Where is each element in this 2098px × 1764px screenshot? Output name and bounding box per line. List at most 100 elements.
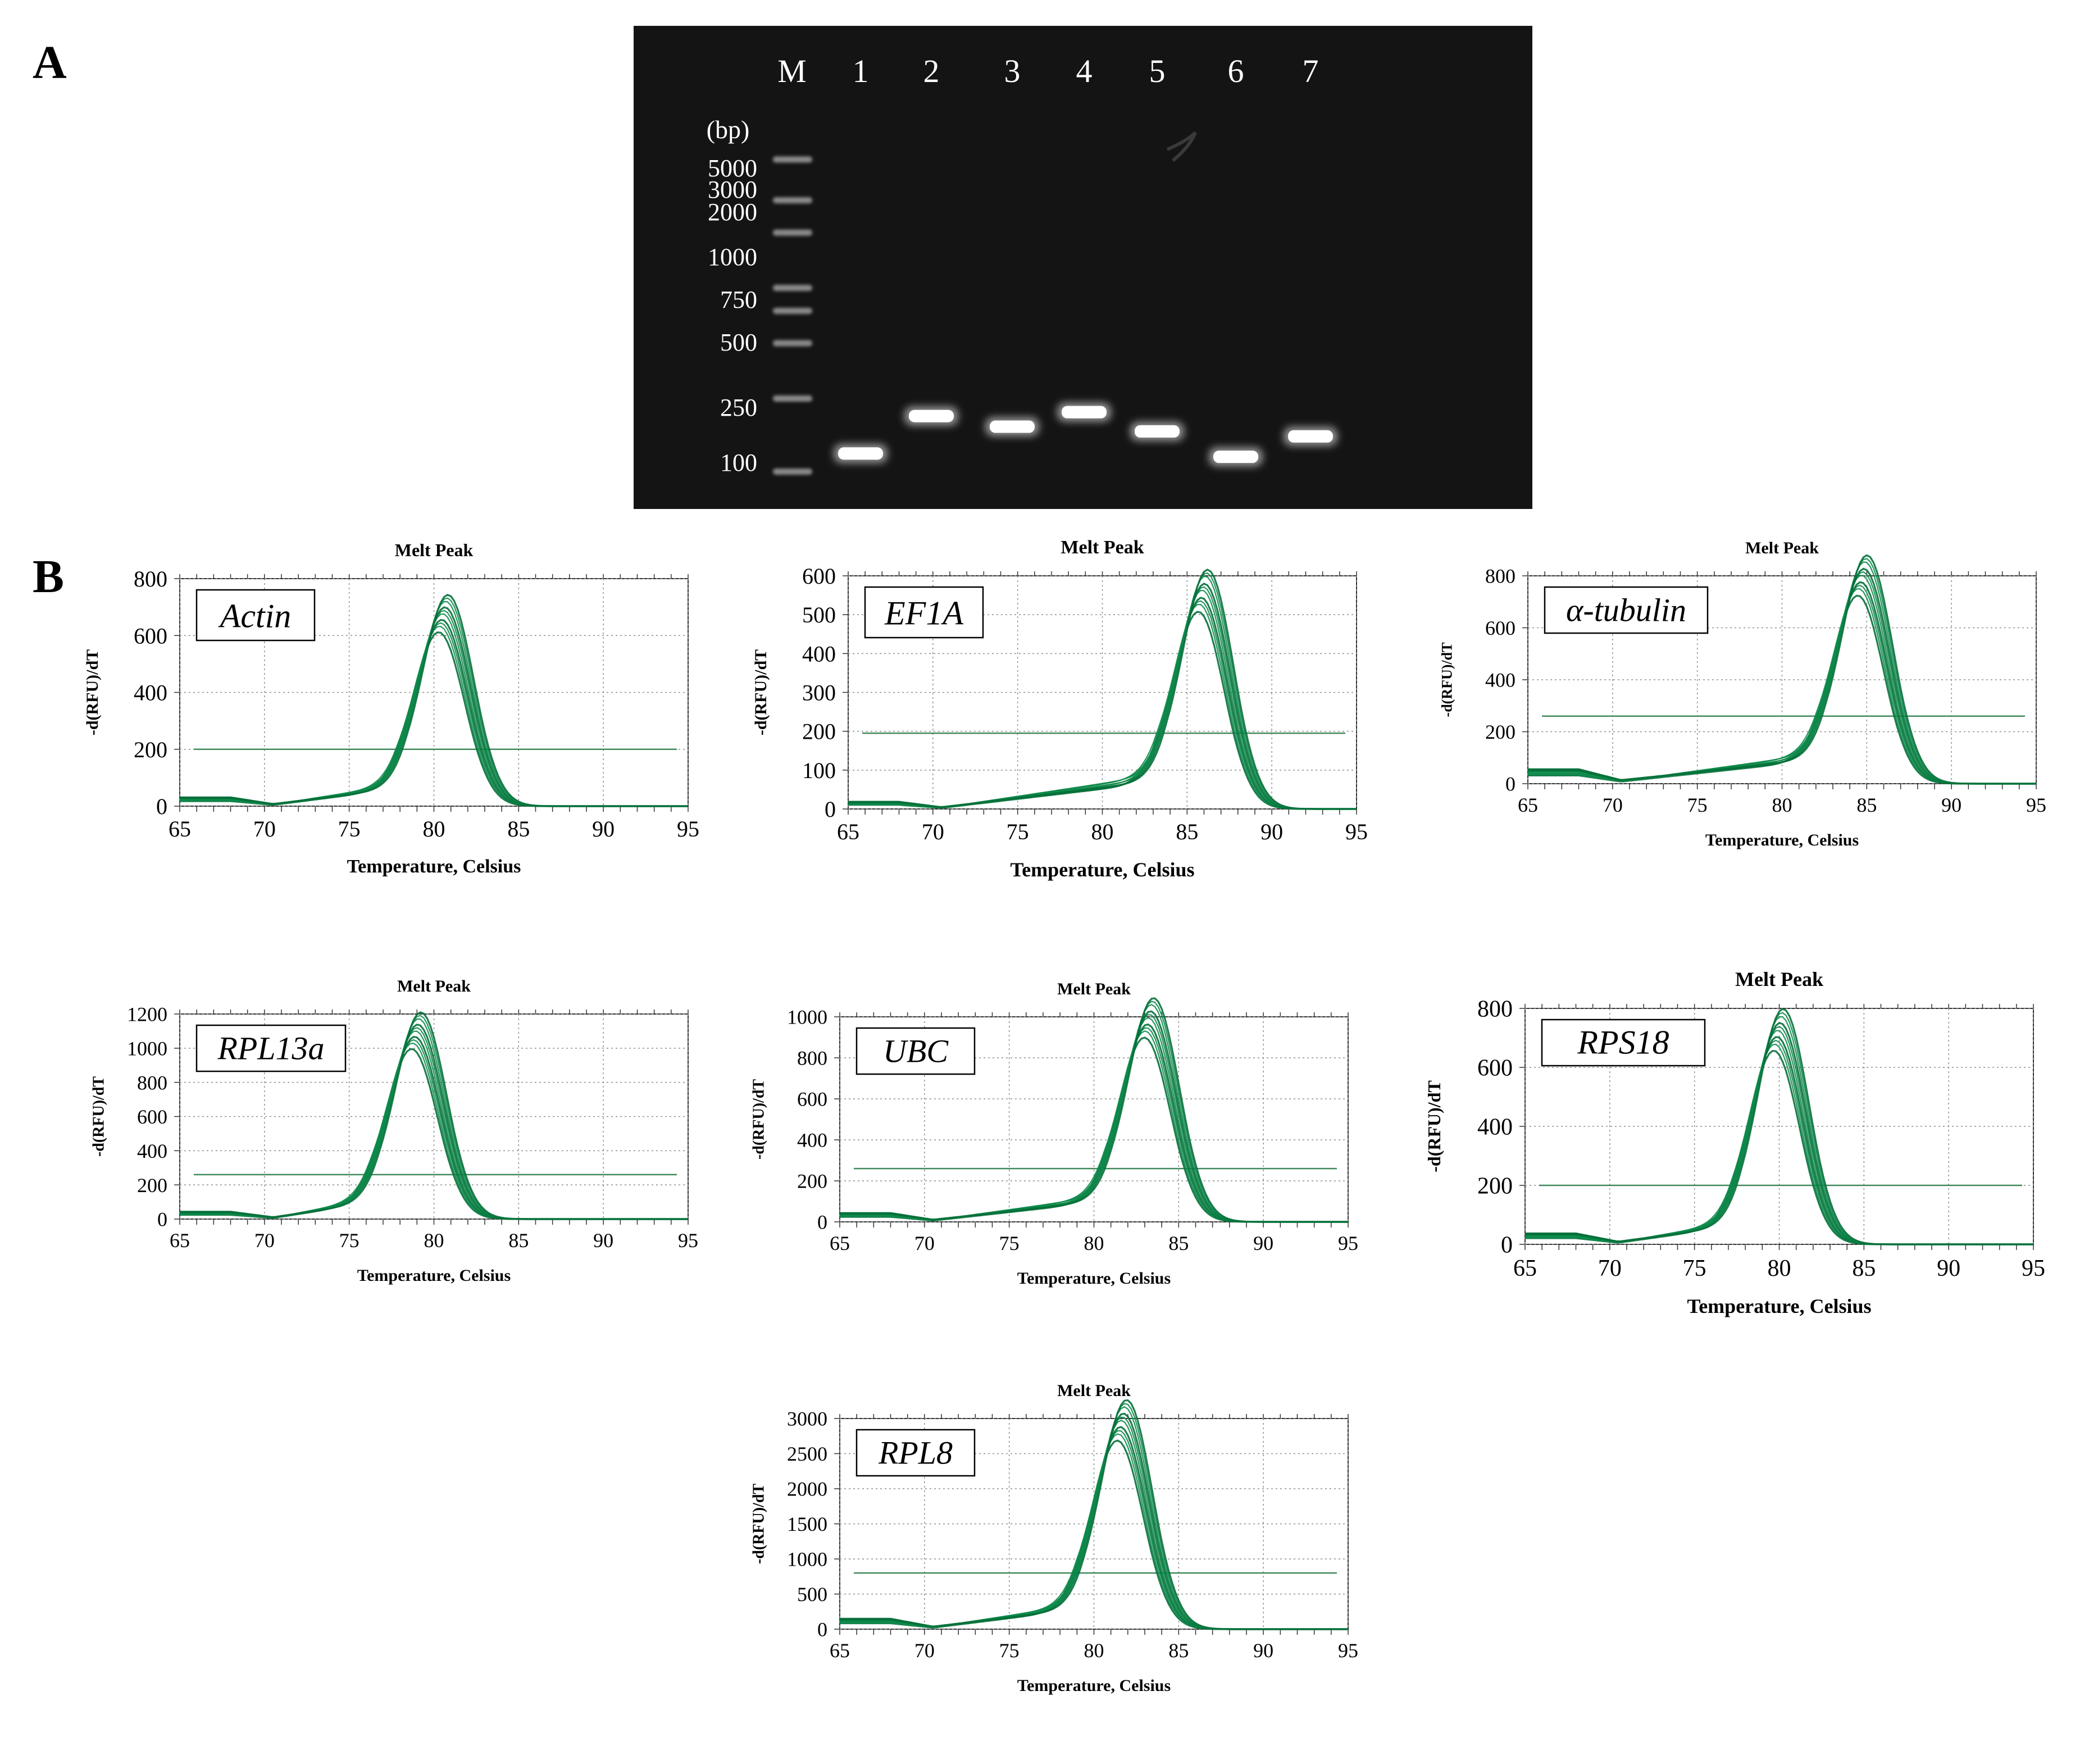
chart-title: Melt Peak: [397, 977, 471, 995]
sample-band-lane-3: [990, 420, 1035, 433]
sample-band-lane-4: [1062, 406, 1107, 419]
y-tick-label: 800: [137, 1071, 167, 1094]
y-tick-label: 1200: [127, 1003, 167, 1026]
x-tick-label: 75: [1007, 819, 1029, 844]
gene-label-box: [1544, 586, 1709, 634]
x-tick-label: 80: [1772, 794, 1792, 816]
gene-label: α-tubulin: [1566, 592, 1686, 629]
ladder-size-250: 250: [720, 394, 757, 421]
melt-curve-replicate: [840, 997, 1348, 1223]
x-tick-label: 70: [253, 816, 276, 842]
chart-title: Melt Peak: [1745, 539, 1819, 557]
sample-band-lane-2: [909, 410, 954, 422]
y-tick-label: 600: [1477, 1056, 1513, 1081]
x-tick-label: 70: [1603, 794, 1623, 816]
x-tick-label: 75: [338, 816, 361, 842]
x-tick-label: 70: [914, 1232, 935, 1254]
y-axis-title: -d(RFU)/dT: [1439, 643, 1455, 717]
y-tick-label: 1000: [787, 1548, 827, 1571]
y-tick-label: 400: [797, 1129, 827, 1152]
x-tick-label: 90: [1253, 1232, 1273, 1254]
chart-title: Melt Peak: [1057, 980, 1131, 998]
x-tick-label: 75: [1683, 1256, 1706, 1281]
x-axis-title: Temperature, Celsius: [1687, 1295, 1872, 1317]
y-tick-label: 0: [1505, 773, 1516, 795]
y-tick-label: 2000: [787, 1478, 827, 1501]
y-tick-label: 0: [157, 1208, 167, 1231]
y-axis-title: -d(RFU)/dT: [750, 1484, 767, 1564]
curve-group: [1528, 554, 2036, 785]
x-tick-label: 70: [1598, 1256, 1622, 1281]
x-tick-label: 90: [592, 816, 615, 842]
y-tick-label: 800: [1477, 997, 1513, 1022]
gene-label: RPL13a: [217, 1030, 324, 1067]
x-tick-label: 90: [1260, 819, 1283, 844]
sample-band-lane-6: [1213, 451, 1258, 463]
melt-chart-rpl8: Melt Peak 65 70 75 80 85 90 95 0 500 1000 1500 2000 2…: [730, 1374, 1387, 1750]
gene-label: Actin: [218, 598, 292, 635]
x-axis-title: Temperature, Celsius: [357, 1266, 511, 1285]
y-axis-title: -d(RFU)/dT: [750, 1079, 767, 1160]
chart-title: Melt Peak: [395, 540, 474, 560]
x-tick-label: 95: [677, 816, 699, 842]
ladder-band-5000: [773, 156, 812, 163]
curve-group: [180, 1011, 688, 1220]
melt-chart-svg: Melt Peak 65 70 75 80 85 90 95 0 200 400 600 800 Acti…: [83, 540, 699, 877]
x-tick-label: 90: [1253, 1639, 1273, 1662]
y-tick-label: 0: [817, 1211, 827, 1234]
ladder-size-100: 100: [720, 449, 757, 476]
x-tick-label: 70: [922, 819, 944, 844]
curve-group: [840, 997, 1348, 1223]
y-tick-label: 600: [134, 623, 167, 648]
x-tick-label: 95: [678, 1229, 698, 1252]
y-tick-label: 400: [134, 680, 167, 706]
bp-unit-label: (bp): [707, 115, 750, 144]
x-tick-label: 75: [339, 1229, 359, 1252]
x-tick-label: 95: [2022, 1256, 2045, 1281]
gene-label: RPL8: [878, 1435, 953, 1471]
melt-chart-svg: Melt Peak 65 70 75 80 85 90 95 0 200 400 600 800 α-tu…: [1439, 539, 2046, 849]
gene-label: EF1A: [884, 595, 963, 632]
sample-band-lane-1: [838, 447, 883, 460]
gene-label: RPS18: [1577, 1024, 1669, 1061]
y-tick-label: 1000: [787, 1006, 827, 1029]
y-tick-label: 200: [802, 719, 836, 744]
agarose-gel-image: M 1 2 3 4 5 6 7 (bp) 5000 3000 2000 1000…: [634, 26, 1532, 509]
ladder-band-750: [773, 307, 812, 314]
y-tick-label: 600: [797, 1088, 827, 1111]
x-tick-label: 65: [830, 1639, 850, 1662]
y-tick-label: 600: [802, 563, 836, 589]
gene-label-box: [195, 589, 316, 642]
lane-label-6: 6: [1228, 53, 1244, 89]
ladder-band-250: [773, 395, 812, 402]
lane-label-m: M: [777, 53, 807, 89]
x-tick-label: 65: [830, 1232, 850, 1254]
x-tick-label: 70: [254, 1229, 275, 1252]
y-axis-title: -d(RFU)/dT: [83, 649, 102, 735]
melt-chart-rpl13a: Melt Peak 65 70 75 80 85 90 95 0 200 400 600 800 1000…: [84, 972, 730, 1343]
x-axis-title: Temperature, Celsius: [1011, 858, 1195, 881]
curve-group: [840, 1399, 1348, 1630]
x-tick-label: 80: [1084, 1639, 1104, 1662]
sample-band-lane-5: [1135, 425, 1180, 438]
y-tick-label: 500: [797, 1583, 827, 1606]
sample-band-lane-7: [1288, 430, 1333, 443]
ladder-size-5000: 5000: [708, 154, 757, 182]
y-tick-label: 100: [802, 758, 836, 783]
x-tick-label: 85: [1176, 819, 1198, 844]
x-axis-title: Temperature, Celsius: [1017, 1676, 1171, 1695]
y-tick-label: 500: [802, 602, 836, 628]
lane-label-1: 1: [853, 53, 869, 89]
x-tick-label: 65: [169, 816, 191, 842]
melt-chart-svg: Melt Peak 65 70 75 80 85 90 95 0 200 400 600 800 1000…: [90, 977, 698, 1285]
gel-background: [634, 26, 1532, 509]
chart-title: Melt Peak: [1057, 1381, 1131, 1400]
y-tick-label: 400: [1485, 669, 1516, 692]
x-tick-label: 65: [170, 1229, 190, 1252]
chart-title: Melt Peak: [1061, 537, 1144, 558]
x-tick-label: 80: [423, 816, 445, 842]
melt-chart-svg: Melt Peak 65 70 75 80 85 90 95 0 500 1000 1500 2000 2…: [750, 1381, 1358, 1695]
melt-chart-actin: Melt Peak 65 70 75 80 85 90 95 0 200 400 600 800 Acti…: [83, 528, 730, 944]
lane-label-5: 5: [1149, 53, 1166, 89]
ladder-bands: [773, 156, 812, 475]
